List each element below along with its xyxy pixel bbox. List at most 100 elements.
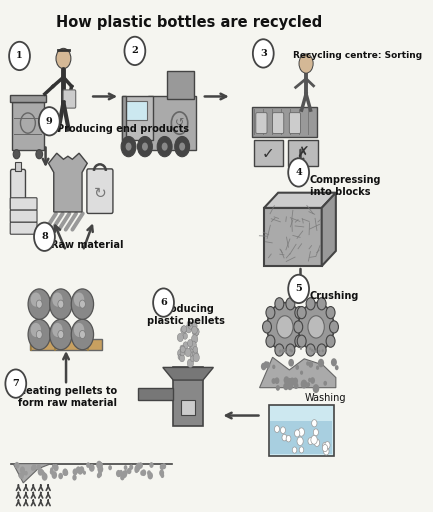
Circle shape: [265, 361, 270, 369]
Circle shape: [141, 470, 146, 476]
Circle shape: [181, 326, 187, 332]
Circle shape: [300, 371, 303, 375]
Circle shape: [306, 344, 315, 356]
Circle shape: [313, 384, 319, 393]
Circle shape: [181, 350, 185, 356]
Circle shape: [122, 471, 127, 478]
Circle shape: [127, 468, 132, 474]
Circle shape: [335, 365, 339, 370]
Circle shape: [286, 344, 295, 356]
Circle shape: [322, 349, 324, 352]
Circle shape: [286, 297, 295, 310]
Circle shape: [191, 346, 196, 352]
Circle shape: [306, 361, 310, 366]
FancyBboxPatch shape: [289, 113, 301, 134]
Circle shape: [193, 350, 198, 358]
FancyBboxPatch shape: [10, 210, 37, 222]
FancyBboxPatch shape: [252, 106, 317, 137]
Circle shape: [142, 142, 148, 151]
Circle shape: [136, 463, 141, 470]
Circle shape: [294, 430, 300, 437]
Circle shape: [117, 471, 121, 477]
Circle shape: [190, 350, 196, 358]
Circle shape: [187, 321, 191, 327]
Circle shape: [138, 462, 143, 468]
Circle shape: [34, 223, 55, 251]
Circle shape: [20, 466, 25, 474]
Circle shape: [299, 447, 304, 453]
Circle shape: [294, 321, 303, 333]
Circle shape: [120, 475, 125, 480]
Polygon shape: [264, 193, 336, 208]
Circle shape: [86, 462, 90, 468]
Circle shape: [306, 382, 310, 387]
Text: 4: 4: [295, 168, 302, 177]
Circle shape: [331, 358, 337, 367]
Circle shape: [76, 466, 81, 473]
Circle shape: [318, 359, 324, 367]
Circle shape: [185, 348, 191, 357]
Circle shape: [58, 330, 64, 338]
Circle shape: [121, 137, 136, 157]
Circle shape: [138, 137, 152, 157]
Circle shape: [283, 349, 286, 352]
Circle shape: [187, 339, 193, 347]
Circle shape: [276, 385, 280, 391]
Polygon shape: [13, 464, 51, 483]
Circle shape: [124, 37, 145, 65]
Circle shape: [311, 436, 317, 444]
Circle shape: [295, 365, 299, 370]
Circle shape: [277, 316, 293, 338]
Circle shape: [292, 447, 297, 453]
Circle shape: [282, 349, 284, 352]
Circle shape: [174, 137, 190, 157]
Circle shape: [306, 297, 315, 310]
Circle shape: [264, 361, 268, 367]
Circle shape: [36, 464, 41, 471]
Circle shape: [272, 365, 275, 369]
Circle shape: [39, 107, 60, 136]
Circle shape: [28, 289, 50, 319]
Text: Compressing
into blocks: Compressing into blocks: [310, 175, 381, 197]
FancyBboxPatch shape: [264, 208, 322, 266]
FancyBboxPatch shape: [10, 198, 37, 210]
FancyBboxPatch shape: [87, 169, 113, 214]
Circle shape: [279, 349, 282, 352]
Circle shape: [323, 442, 328, 449]
Circle shape: [71, 319, 94, 350]
Text: 5: 5: [295, 285, 302, 293]
Circle shape: [120, 470, 123, 475]
Circle shape: [308, 378, 311, 382]
Circle shape: [58, 300, 64, 308]
Circle shape: [300, 347, 302, 350]
Circle shape: [314, 439, 320, 446]
Circle shape: [253, 39, 274, 68]
Circle shape: [192, 327, 199, 336]
Circle shape: [149, 462, 154, 468]
Circle shape: [190, 341, 197, 350]
Circle shape: [79, 466, 84, 474]
Circle shape: [315, 350, 317, 353]
Circle shape: [297, 437, 303, 445]
Circle shape: [308, 361, 313, 368]
Circle shape: [295, 335, 304, 347]
Circle shape: [282, 350, 284, 353]
Circle shape: [180, 345, 184, 351]
Circle shape: [298, 321, 307, 333]
Circle shape: [97, 473, 101, 478]
Circle shape: [89, 464, 95, 472]
Circle shape: [162, 463, 166, 470]
Text: Producing
plastic pellets: Producing plastic pellets: [147, 304, 225, 326]
Circle shape: [297, 335, 306, 347]
Circle shape: [183, 333, 187, 339]
Circle shape: [74, 292, 84, 307]
Circle shape: [281, 427, 285, 434]
Polygon shape: [163, 368, 213, 380]
Circle shape: [309, 347, 311, 350]
Circle shape: [191, 356, 195, 361]
FancyBboxPatch shape: [125, 101, 147, 120]
Polygon shape: [10, 95, 45, 101]
FancyBboxPatch shape: [10, 222, 37, 234]
Circle shape: [189, 346, 194, 352]
Circle shape: [191, 322, 197, 330]
